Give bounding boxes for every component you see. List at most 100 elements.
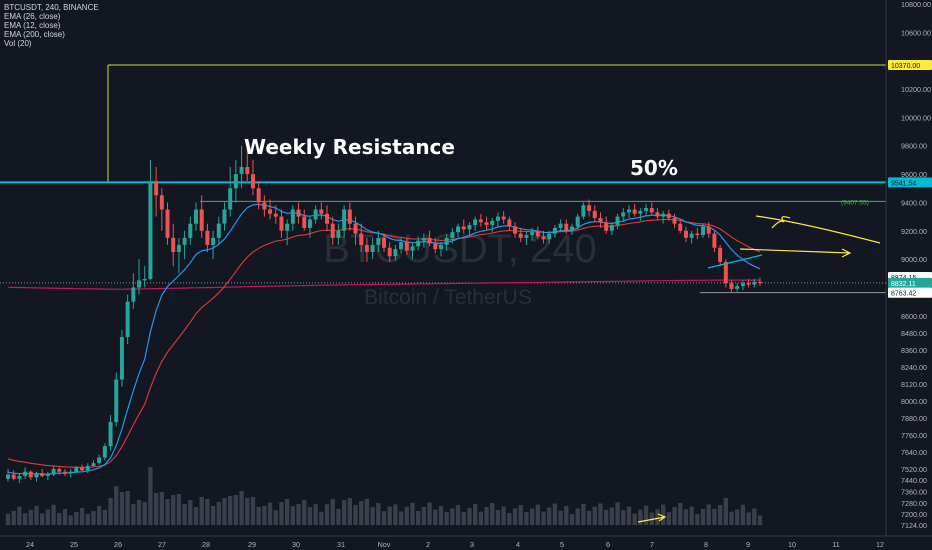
volume-bar [210, 506, 216, 525]
y-tick-label: 9600.00 [901, 170, 927, 179]
volume-bar [700, 509, 706, 525]
candle-body [456, 226, 461, 233]
volume-bar [438, 506, 444, 525]
candle-body [410, 246, 415, 251]
volume-bar [34, 505, 39, 525]
candle-body [188, 223, 193, 238]
candle-body [353, 223, 358, 234]
candle-body [148, 181, 153, 279]
volume-bar [256, 507, 261, 525]
candle-body [119, 337, 124, 380]
candle-body [740, 283, 745, 287]
candle-body [649, 208, 654, 213]
volume-bar [626, 506, 632, 525]
volume-bar [45, 509, 51, 525]
volume-bar [188, 500, 193, 525]
volume-bar [176, 494, 182, 525]
candle-body [450, 232, 455, 238]
volume-arrow [637, 513, 667, 523]
y-tick-label: 7360.00 [901, 488, 927, 497]
volume-bar [233, 495, 239, 525]
candle-body [205, 230, 210, 245]
volume-bar [11, 510, 16, 525]
y-tick-label: 9000.00 [901, 255, 927, 264]
volume-bar [205, 499, 210, 525]
volume-bar [307, 507, 313, 525]
volume-bar [222, 498, 227, 525]
volume-bar [472, 504, 478, 525]
candle-body [102, 446, 107, 458]
x-tick-label: 29 [248, 540, 256, 549]
candle-body [632, 209, 637, 214]
volume-bar [524, 512, 529, 525]
volume-bar [689, 506, 694, 525]
price-badge-low: 8763.42 [891, 291, 916, 298]
y-tick-label: 8480.00 [901, 329, 927, 338]
candle-body [23, 471, 28, 476]
volume-bar [279, 502, 284, 525]
x-tick-label: 4 [516, 540, 520, 549]
volume-bar [433, 509, 438, 525]
volume-bar [552, 503, 558, 525]
volume-bar [324, 504, 330, 525]
volume-bar [347, 498, 352, 525]
volume-bar [364, 498, 370, 525]
candle-body [575, 216, 580, 227]
candle-body [478, 219, 483, 223]
x-tick-label: 3 [470, 540, 474, 549]
x-tick-label: 12 [876, 540, 884, 549]
candle-body [399, 242, 404, 250]
candle-body [131, 287, 136, 302]
projection-line-upper [755, 215, 881, 244]
x-tick-label: 28 [202, 540, 210, 549]
volume-bar [17, 506, 22, 525]
volume-bar [586, 510, 592, 525]
volume-bar [290, 506, 296, 525]
volume-bar [501, 506, 506, 525]
volume-bar [490, 503, 495, 525]
x-tick-label: 9 [746, 540, 750, 549]
candle-body [51, 468, 56, 475]
x-tick-label: 30 [292, 540, 300, 549]
y-tick-label: 8360.00 [901, 346, 927, 355]
candle-body [541, 236, 546, 240]
x-tick-label: 25 [70, 540, 78, 549]
volume-bar [535, 504, 540, 525]
candle-body [661, 213, 666, 217]
volume-bar [393, 504, 398, 525]
candle-body [513, 226, 518, 234]
volume-bar [461, 512, 466, 525]
volume-bar [632, 513, 637, 525]
fib-level-label: (9407.55) [841, 199, 869, 206]
candle-body [507, 219, 512, 227]
candle-body [228, 188, 233, 210]
y-tick-label: 7200.00 [901, 510, 927, 519]
candle-body [689, 233, 694, 238]
volume-bar [717, 505, 723, 525]
volume-bar [353, 505, 358, 525]
candle-body [746, 283, 751, 285]
volume-bar [359, 501, 364, 525]
candle-body [34, 473, 39, 478]
candle-body [262, 202, 267, 210]
candle-body [518, 233, 523, 238]
candle-body [142, 278, 147, 281]
volume-bar [427, 502, 432, 525]
volume-bar [604, 509, 609, 525]
candle-body [718, 247, 723, 262]
volume-bar [250, 497, 256, 525]
volume-bar [410, 502, 415, 525]
candle-body [735, 286, 740, 289]
volume-bar [672, 507, 677, 525]
candle-body [211, 237, 216, 245]
candle-body [387, 247, 392, 257]
volume-bar [125, 491, 130, 525]
candle-body [758, 281, 762, 283]
candle-body [438, 244, 443, 250]
volume-bar [638, 509, 643, 525]
volume-bar [96, 505, 102, 525]
candle-body [97, 457, 102, 464]
volume-bar [165, 499, 170, 525]
